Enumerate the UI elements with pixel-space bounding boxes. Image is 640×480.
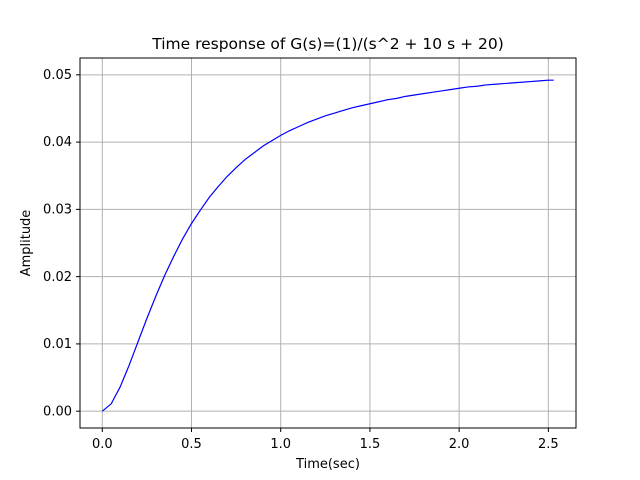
y-tick-label: 0.05 [43, 68, 72, 83]
y-tick-label: 0.04 [43, 135, 72, 150]
x-tick-label: 2.0 [449, 437, 470, 452]
step-response-line [101, 79, 554, 412]
x-tick-label: 1.5 [360, 437, 381, 452]
x-tick-label: 0.5 [181, 437, 202, 452]
axis-ticks: 0.0 0.5 1.0 1.5 2.0 2.5 0.00 0.01 0.02 0.03 0.04 0.… [43, 68, 559, 452]
y-tick-label: 0.03 [43, 203, 72, 218]
chart-title: Time response of G(s)=(1)/(s^2 + 10 s + … [151, 35, 504, 53]
x-axis-label: Time(sec) [295, 457, 360, 472]
plot-area [101, 79, 554, 412]
y-axis-label: Amplitude [19, 210, 34, 277]
y-tick-label: 0.02 [43, 270, 72, 285]
axes-frame [79, 57, 577, 429]
y-tick-label: 0.01 [43, 337, 72, 352]
x-tick-label: 0.0 [92, 437, 113, 452]
grid-lines [80, 58, 576, 428]
y-tick-label: 0.00 [43, 404, 72, 419]
x-tick-label: 2.5 [538, 437, 559, 452]
x-tick-label: 1.0 [270, 437, 291, 452]
